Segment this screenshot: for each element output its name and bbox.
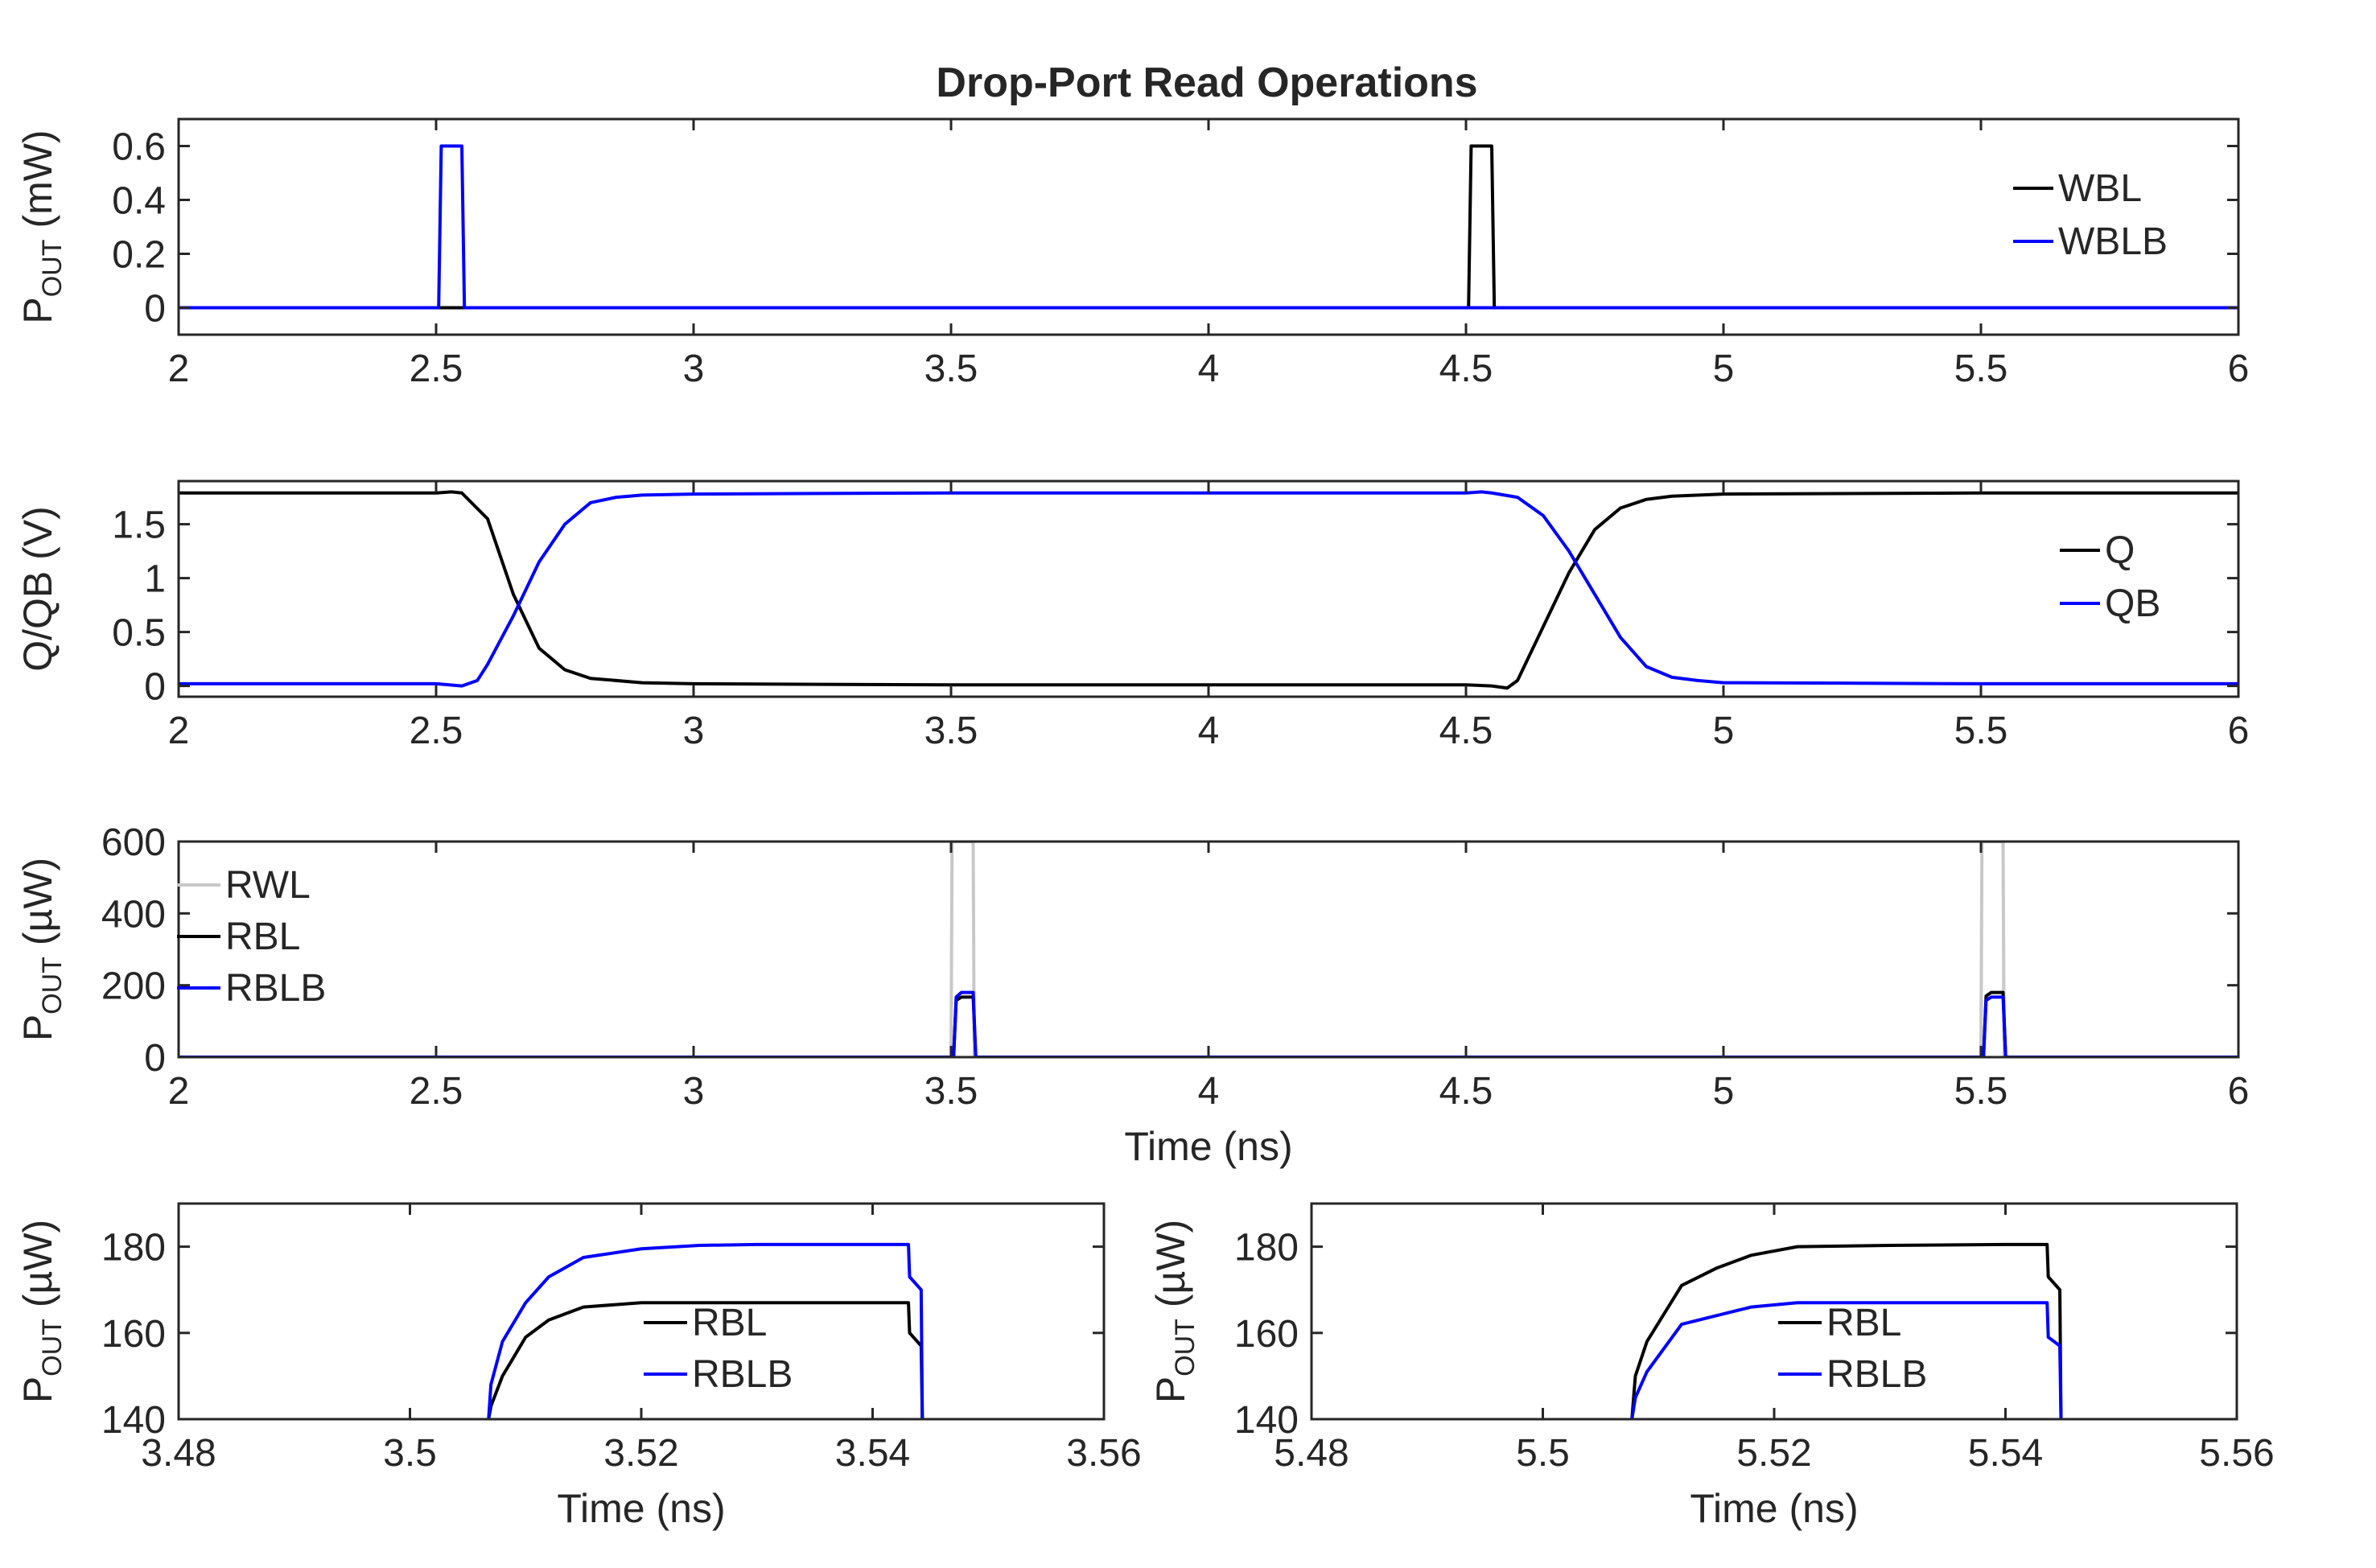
x-tick-label: 2 bbox=[168, 348, 190, 390]
series-line-q bbox=[179, 490, 2238, 690]
y-tick-label: 0.4 bbox=[112, 180, 166, 223]
x-tick-label: 5.5 bbox=[1954, 1070, 2008, 1113]
x-tick-label: 6 bbox=[2228, 1070, 2250, 1113]
series-line-qb bbox=[179, 490, 2238, 688]
chart-title: Drop-Port Read Operations bbox=[936, 60, 1477, 106]
y-tick-label: 0.5 bbox=[112, 612, 166, 655]
y-axis-label: POUT (µW) bbox=[15, 1220, 68, 1403]
x-tick-label: 3.5 bbox=[924, 348, 978, 390]
legend: RBL RBLB bbox=[644, 1302, 793, 1396]
x-tick-label: 5.54 bbox=[1968, 1432, 2043, 1475]
y-tick-label: 400 bbox=[101, 893, 166, 936]
x-tick-label: 5.56 bbox=[2199, 1432, 2274, 1475]
x-axis-label: Time (ns) bbox=[1690, 1486, 1858, 1531]
x-tick-label: 3.5 bbox=[924, 710, 978, 752]
y-tick-label: 180 bbox=[1234, 1227, 1299, 1270]
y-tick-label: 0 bbox=[144, 666, 166, 709]
x-tick-label: 4.5 bbox=[1439, 710, 1493, 752]
chart-panel-4: 3.48 3.5 3.52 3.54 3.56 140 160 180 POUT (µW) Tim… bbox=[15, 1202, 1142, 1531]
x-tick-label: 5.48 bbox=[1274, 1432, 1349, 1475]
y-axis-label: POUT (µW) bbox=[15, 858, 68, 1041]
legend-label: RBLB bbox=[692, 1353, 793, 1396]
x-tick-label: 5.5 bbox=[1516, 1432, 1570, 1475]
legend: RBL RBLB bbox=[1778, 1302, 1927, 1396]
y-tick-label: 200 bbox=[101, 965, 166, 1008]
x-tick-label: 4.5 bbox=[1439, 348, 1493, 390]
x-tick-label: 4 bbox=[1198, 348, 1220, 390]
legend-label: RBLB bbox=[225, 967, 326, 1010]
x-axis-label: Time (ns) bbox=[557, 1486, 725, 1531]
legend-label: WBL bbox=[2058, 167, 2142, 210]
x-tick-label: 3.48 bbox=[141, 1432, 216, 1475]
legend: RWL RBL RBLB bbox=[177, 864, 326, 1010]
x-tick-label: 3.52 bbox=[603, 1432, 678, 1475]
x-tick-label: 2 bbox=[168, 710, 190, 752]
y-tick-label: 140 bbox=[1234, 1399, 1299, 1442]
y-tick-label: 0 bbox=[144, 1037, 166, 1080]
y-tick-label: 180 bbox=[101, 1227, 166, 1270]
x-tick-label: 5 bbox=[1713, 348, 1735, 390]
x-tick-label: 5 bbox=[1713, 710, 1735, 752]
x-tick-label: 5 bbox=[1713, 1070, 1735, 1113]
y-tick-label: 0 bbox=[144, 288, 166, 331]
legend-label: WBLB bbox=[2058, 220, 2168, 263]
x-tick-label: 5.5 bbox=[1954, 710, 2008, 752]
x-tick-label: 5.52 bbox=[1736, 1432, 1811, 1475]
x-tick-label: 2 bbox=[168, 1070, 190, 1113]
series-line-rblb bbox=[487, 1242, 924, 1419]
x-tick-label: 3.5 bbox=[383, 1432, 437, 1475]
x-tick-label: 4 bbox=[1198, 1070, 1220, 1113]
series-line-rbl bbox=[487, 1301, 924, 1419]
y-axis-label: POUT (mW) bbox=[15, 130, 68, 323]
x-tick-label: 3 bbox=[683, 710, 705, 752]
x-tick-label: 5.5 bbox=[1954, 348, 2008, 390]
y-tick-label: 1 bbox=[144, 558, 166, 601]
y-axis-label: POUT (µW) bbox=[1148, 1220, 1200, 1403]
y-axis-label: Q/QB (V) bbox=[15, 506, 60, 672]
x-tick-label: 6 bbox=[2228, 710, 2250, 752]
y-tick-label: 1.5 bbox=[112, 504, 166, 547]
legend: WBL WBLB bbox=[2013, 167, 2168, 263]
legend-label: Q bbox=[2105, 529, 2135, 572]
legend-label: RWL bbox=[225, 864, 311, 907]
legend-label: RBLB bbox=[1826, 1353, 1927, 1396]
y-tick-label: 600 bbox=[101, 821, 166, 864]
x-axis-label: Time (ns) bbox=[1124, 1124, 1292, 1169]
series-line-rblb bbox=[179, 990, 2238, 1057]
y-tick-label: 0.6 bbox=[112, 126, 166, 169]
legend-label: RBL bbox=[225, 916, 300, 958]
chart-panel-5: 5.48 5.5 5.52 5.54 5.56 140 160 180 POUT (µW) Tim… bbox=[1148, 1202, 2275, 1531]
x-tick-label: 6 bbox=[2228, 348, 2250, 390]
legend-label: RBL bbox=[692, 1302, 767, 1344]
x-tick-label: 3.5 bbox=[924, 1070, 978, 1113]
x-tick-label: 2.5 bbox=[410, 1070, 463, 1113]
series-line-wblb bbox=[179, 144, 2238, 310]
legend-label: QB bbox=[2105, 582, 2160, 625]
chart-panel-2: 2 2.5 3 3.5 4 4.5 5 5.5 6 0 0.5 1 1.5 Q/QB (V) Q QB bbox=[15, 479, 2250, 752]
legend: Q QB bbox=[2060, 529, 2160, 625]
x-tick-label: 2.5 bbox=[410, 710, 463, 752]
y-tick-label: 0.2 bbox=[112, 234, 166, 277]
x-tick-label: 3.56 bbox=[1066, 1432, 1141, 1475]
x-tick-label: 3 bbox=[683, 1070, 705, 1113]
series-line-rbl bbox=[1630, 1242, 2063, 1419]
x-tick-label: 3.54 bbox=[835, 1432, 910, 1475]
series-line-rblb bbox=[1630, 1301, 2063, 1419]
x-tick-label: 3 bbox=[683, 348, 705, 390]
x-tick-label: 2.5 bbox=[410, 348, 463, 390]
x-tick-label: 4 bbox=[1198, 710, 1220, 752]
chart-panel-3: 2 2.5 3 3.5 4 4.5 5 5.5 6 0 200 400 600 POUT (µW) Time… bbox=[15, 821, 2249, 1169]
legend-label: RBL bbox=[1826, 1302, 1901, 1344]
y-tick-label: 140 bbox=[101, 1399, 166, 1442]
x-tick-label: 4.5 bbox=[1439, 1070, 1493, 1113]
series-line-rwl bbox=[179, 842, 2238, 1057]
y-tick-label: 160 bbox=[1234, 1313, 1299, 1356]
y-tick-label: 160 bbox=[101, 1313, 166, 1356]
